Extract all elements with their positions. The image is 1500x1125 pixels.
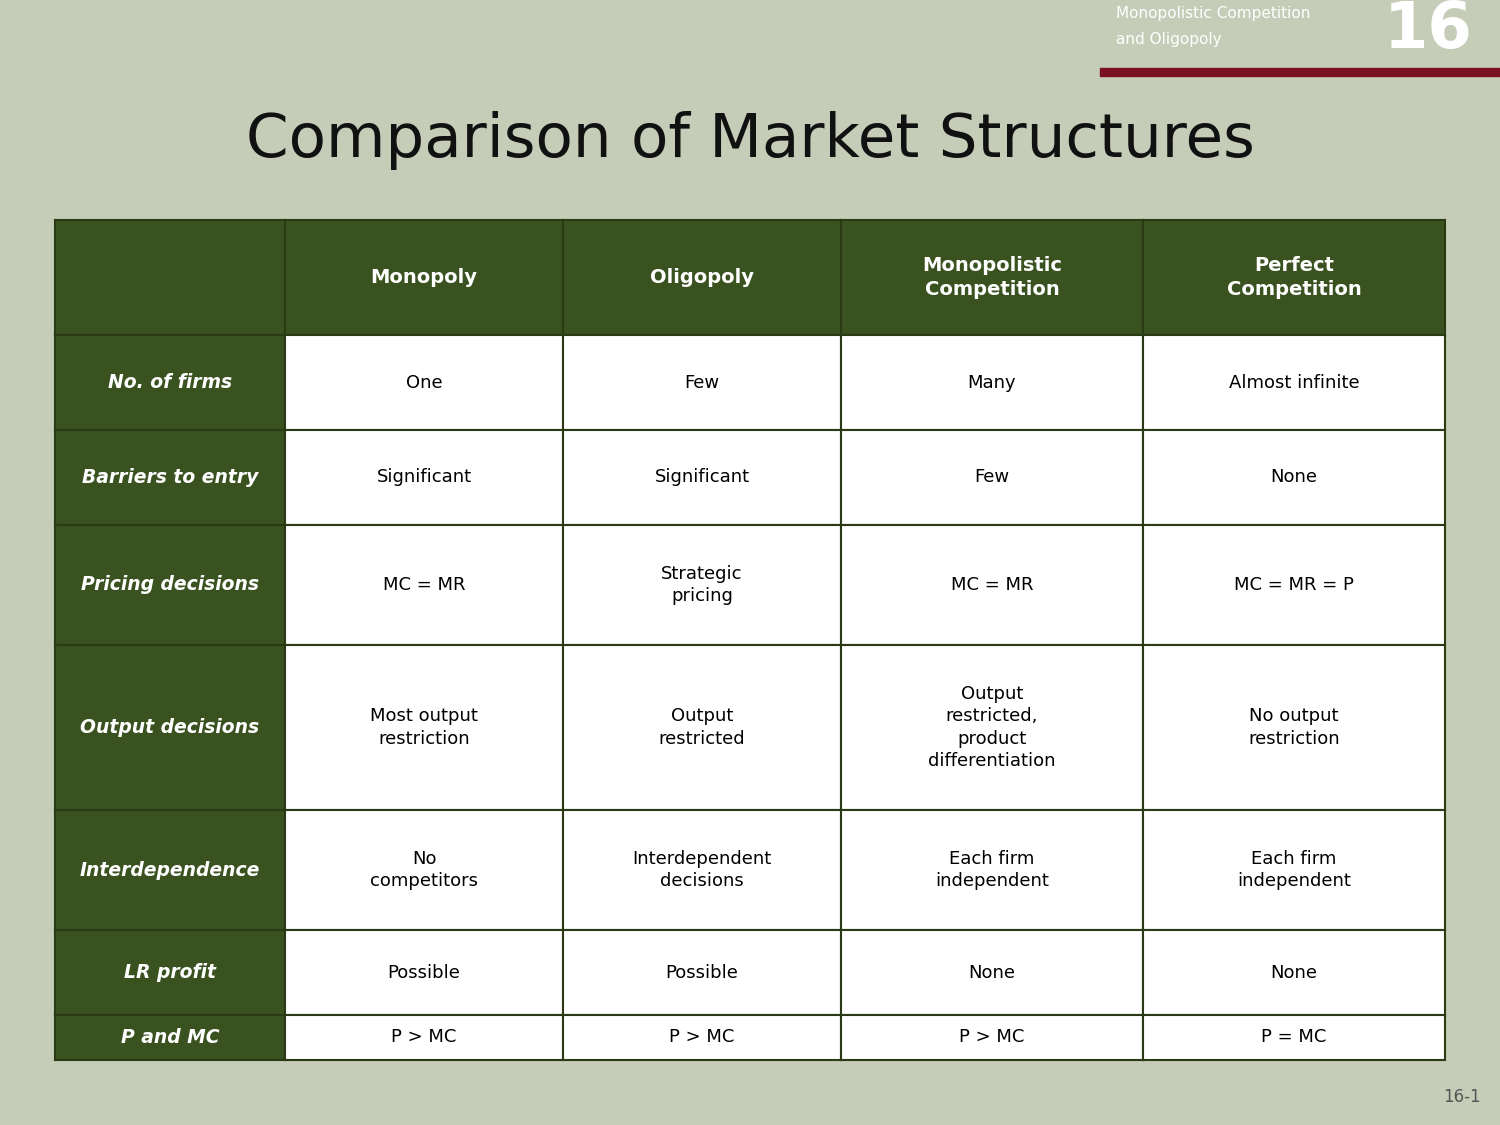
Text: Interdependence: Interdependence	[80, 861, 260, 880]
Text: Each firm
independent: Each firm independent	[934, 849, 1048, 890]
Text: One: One	[405, 374, 442, 391]
Text: P > MC: P > MC	[392, 1028, 456, 1046]
Text: Monopolistic
Competition: Monopolistic Competition	[922, 256, 1062, 299]
Text: LR profit: LR profit	[124, 963, 216, 982]
Text: Comparison of Market Structures: Comparison of Market Structures	[246, 111, 1254, 171]
Text: MC = MR: MC = MR	[951, 576, 1034, 594]
Text: Each firm
independent: Each firm independent	[1238, 849, 1352, 890]
Text: Barriers to entry: Barriers to entry	[82, 468, 258, 487]
Text: Few: Few	[975, 468, 1010, 486]
Text: Output decisions: Output decisions	[81, 718, 260, 737]
Text: Interdependent
decisions: Interdependent decisions	[633, 849, 771, 890]
Text: Most output
restriction: Most output restriction	[370, 708, 478, 748]
Text: None: None	[969, 963, 1016, 981]
Bar	[1100, 69, 1500, 76]
Text: MC = MR: MC = MR	[382, 576, 465, 594]
Text: Perfect
Competition: Perfect Competition	[1227, 256, 1362, 299]
Text: MC = MR = P: MC = MR = P	[1234, 576, 1354, 594]
Text: Strategic
pricing: Strategic pricing	[662, 565, 742, 605]
Text: 16-1: 16-1	[1443, 1089, 1480, 1107]
Text: No output
restriction: No output restriction	[1248, 708, 1340, 748]
Text: Significant: Significant	[654, 468, 750, 486]
Text: Output
restricted: Output restricted	[658, 708, 746, 748]
Text: No. of firms: No. of firms	[108, 374, 232, 391]
Text: Possible: Possible	[666, 963, 738, 981]
Text: Output
restricted,
product
differentiation: Output restricted, product differentiati…	[928, 685, 1056, 770]
Text: Significant: Significant	[376, 468, 471, 486]
Text: and Oligopoly: and Oligopoly	[1116, 32, 1221, 47]
Text: Few: Few	[684, 374, 720, 391]
Text: Possible: Possible	[387, 963, 460, 981]
Text: Many: Many	[968, 374, 1017, 391]
Text: Pricing decisions: Pricing decisions	[81, 576, 260, 594]
Text: P > MC: P > MC	[669, 1028, 735, 1046]
Text: Almost infinite: Almost infinite	[1228, 374, 1359, 391]
Text: P > MC: P > MC	[960, 1028, 1024, 1046]
Text: No
competitors: No competitors	[370, 849, 478, 890]
Text: Monopoly: Monopoly	[370, 268, 477, 287]
Text: P and MC: P and MC	[120, 1028, 219, 1047]
Text: 16: 16	[1383, 0, 1473, 62]
Text: P = MC: P = MC	[1262, 1028, 1326, 1046]
Text: Oligopoly: Oligopoly	[650, 268, 754, 287]
Text: None: None	[1270, 468, 1317, 486]
Text: Monopolistic Competition: Monopolistic Competition	[1116, 6, 1311, 21]
Text: None: None	[1270, 963, 1317, 981]
